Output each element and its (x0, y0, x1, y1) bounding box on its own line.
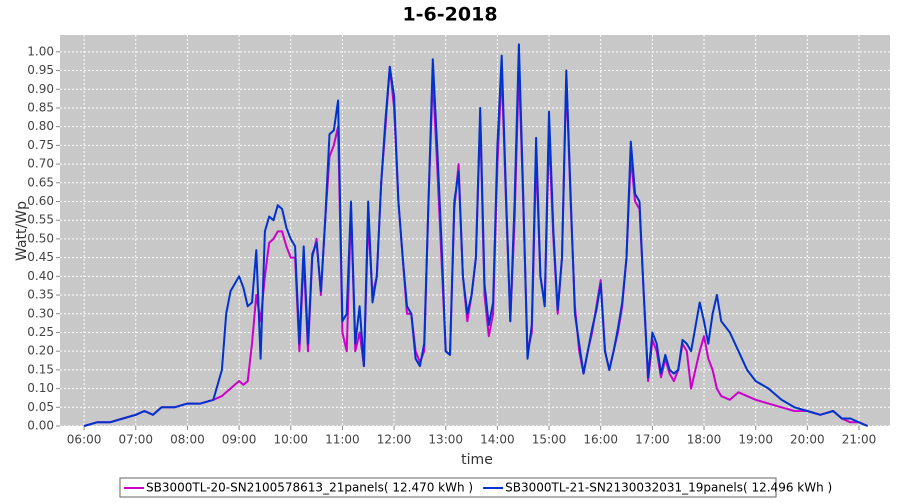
y-tick-label: 1.00 (27, 44, 54, 58)
legend-box (119, 477, 777, 498)
y-tick-label: 0.85 (27, 100, 54, 114)
x-tick-label: 09:00 (222, 433, 257, 447)
plot-area (60, 35, 890, 426)
y-tick-label: 0.45 (27, 250, 54, 264)
y-tick-label: 0.20 (27, 344, 54, 358)
y-tick-label: 0.10 (27, 381, 54, 395)
x-tick-label: 06:00 (67, 433, 102, 447)
x-tick-label: 16:00 (583, 433, 618, 447)
x-tick-label: 20:00 (790, 433, 825, 447)
series-line (83, 43, 868, 427)
lines (83, 43, 868, 427)
y-tick-label: 0.05 (27, 400, 54, 414)
y-tick-label: 0.00 (27, 419, 54, 433)
legend-label: SB3000TL-21-SN2130032031_19panels( 12.49… (505, 481, 832, 495)
x-tick-label: 07:00 (118, 433, 153, 447)
x-tick-label: 13:00 (428, 433, 463, 447)
legend-label: SB3000TL-20-SN2100578613_21panels( 12.47… (146, 481, 473, 495)
x-tick-label: 08:00 (170, 433, 205, 447)
y-tick-label: 0.75 (27, 138, 54, 152)
y-tick-label: 0.60 (27, 194, 54, 208)
x-tick-label: 14:00 (480, 433, 515, 447)
y-tick-label: 0.95 (27, 63, 54, 77)
x-tick-label: 12:00 (377, 433, 412, 447)
y-tick-label: 0.55 (27, 213, 54, 227)
y-tick-label: 0.80 (27, 119, 54, 133)
y-axis-label: Watt/Wp (14, 201, 30, 261)
y-tick-label: 0.25 (27, 325, 54, 339)
x-axis-label: time (461, 452, 493, 468)
x-tick-label: 18:00 (687, 433, 722, 447)
y-tick-label: 0.40 (27, 269, 54, 283)
chart-title: 1-6-2018 (402, 4, 497, 26)
x-tick-label: 10:00 (273, 433, 308, 447)
x-tick-label: 17:00 (635, 433, 670, 447)
x-tick-label: 11:00 (325, 433, 360, 447)
x-tick-label: 21:00 (842, 433, 877, 447)
x-tick-label: 15:00 (532, 433, 567, 447)
y-tick-label: 0.15 (27, 362, 54, 376)
y-tick-label: 0.35 (27, 288, 54, 302)
y-tick-label: 0.65 (27, 175, 54, 189)
y-tick-label: 0.90 (27, 82, 54, 96)
y-tick-label: 0.70 (27, 157, 54, 171)
y-tick-label: 0.30 (27, 306, 54, 320)
y-tick-label: 0.50 (27, 231, 54, 245)
grid (60, 35, 890, 427)
x-tick-label: 19:00 (738, 433, 773, 447)
